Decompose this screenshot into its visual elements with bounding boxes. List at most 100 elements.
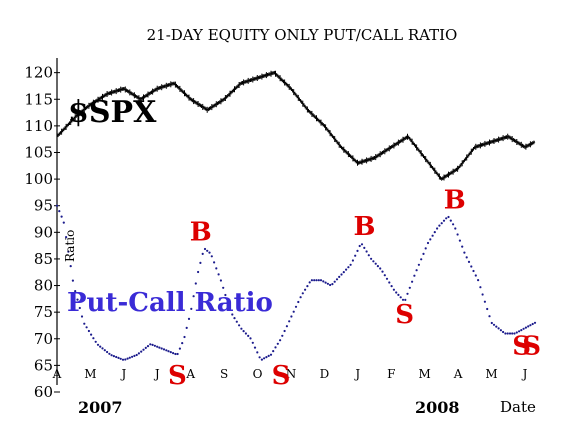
put-call-point (144, 346, 147, 349)
put-call-point (379, 267, 382, 270)
sell-signal-marker: S (395, 300, 414, 330)
put-call-point (251, 341, 254, 344)
put-call-point (317, 279, 320, 282)
put-call-point (533, 321, 537, 324)
spx-line (56, 72, 536, 180)
put-call-point (228, 308, 232, 311)
put-call-point (347, 266, 350, 269)
put-call-point (390, 285, 393, 288)
put-call-point (440, 222, 443, 225)
put-call-point (381, 270, 384, 273)
put-call-point (60, 215, 63, 218)
put-call-point (433, 231, 436, 234)
put-call-point (333, 280, 336, 283)
y-tick-label: 120 (24, 64, 53, 82)
put-call-point (263, 357, 266, 360)
x-tick-label: S (220, 367, 228, 381)
put-call-point (397, 293, 400, 296)
put-call-point (106, 350, 109, 354)
put-call-point (322, 280, 325, 283)
put-call-point (315, 279, 318, 282)
put-call-point (126, 357, 129, 360)
put-call-point (424, 247, 427, 250)
put-call-point (222, 286, 225, 289)
put-call-point (520, 329, 523, 332)
put-call-point (172, 352, 175, 355)
put-call-point (497, 327, 500, 330)
put-call-point (477, 279, 480, 282)
spx-series (56, 70, 536, 181)
y-tick-label: 65 (34, 356, 53, 374)
put-call-point (85, 326, 88, 329)
put-call-point (240, 327, 243, 330)
put-call-point (71, 279, 74, 282)
put-call-point (292, 310, 295, 313)
put-call-point (153, 344, 156, 347)
put-call-point (454, 227, 457, 230)
series-layer (55, 70, 537, 361)
put-call-point (149, 343, 152, 346)
put-call-point (96, 343, 100, 346)
put-call-point (420, 258, 423, 261)
put-call-point (87, 329, 90, 333)
put-call-point (524, 326, 528, 329)
put-call-point (76, 298, 79, 301)
put-call-point (162, 348, 166, 351)
put-call-point (242, 330, 245, 333)
put-call-point (233, 317, 236, 320)
put-call-point (383, 274, 386, 277)
put-call-point (417, 263, 420, 266)
chart-title: 21-DAY EQUITY ONLY PUT/CALL RATIO (147, 26, 458, 44)
put-call-point (294, 305, 298, 308)
put-call-point (231, 313, 234, 316)
x-tick-label: M (485, 367, 497, 381)
sell-signal-marker: S (272, 361, 291, 391)
x-tick-label: O (253, 367, 263, 381)
put-call-point (426, 241, 430, 245)
y-tick-label: 60 (34, 383, 53, 401)
y-tick-label: 95 (34, 197, 53, 215)
year-label-2007: 2007 (78, 398, 123, 417)
put-call-point (128, 356, 131, 359)
put-call-point (492, 323, 496, 326)
x-tick-label: A (52, 367, 62, 381)
y-tick-label: 115 (24, 90, 53, 108)
put-call-point (158, 346, 161, 349)
put-call-point (201, 252, 204, 255)
put-call-point (490, 321, 493, 325)
put-call-point (431, 234, 434, 237)
put-call-point (479, 286, 482, 289)
put-call-point (522, 327, 525, 330)
put-call-point (399, 296, 402, 299)
put-call-point (363, 246, 366, 249)
put-call-point (187, 317, 191, 320)
put-call-point (486, 307, 489, 311)
y-tick-label: 70 (34, 330, 53, 348)
put-call-point (342, 271, 345, 274)
x-tick-label: J (153, 367, 160, 381)
put-call-point (354, 254, 357, 257)
put-call-point (208, 251, 211, 254)
put-call-point (244, 332, 247, 335)
put-call-point (447, 215, 450, 219)
sell-signal-marker: S (512, 332, 531, 362)
put-call-point (269, 353, 273, 356)
put-call-point (367, 254, 370, 257)
sell-signal-marker: S (168, 361, 187, 391)
put-call-point (265, 356, 268, 359)
put-call-point (238, 324, 241, 327)
put-call-point (411, 280, 414, 283)
put-call-point (392, 288, 395, 291)
put-call-point (356, 249, 359, 252)
put-call-point (67, 250, 70, 253)
put-call-point (203, 247, 207, 251)
put-call-point (481, 293, 484, 296)
put-call-point (108, 352, 111, 355)
put-call-point (190, 307, 193, 310)
put-call-point (260, 358, 263, 361)
put-call-point (124, 358, 127, 361)
put-call-point (80, 315, 84, 318)
